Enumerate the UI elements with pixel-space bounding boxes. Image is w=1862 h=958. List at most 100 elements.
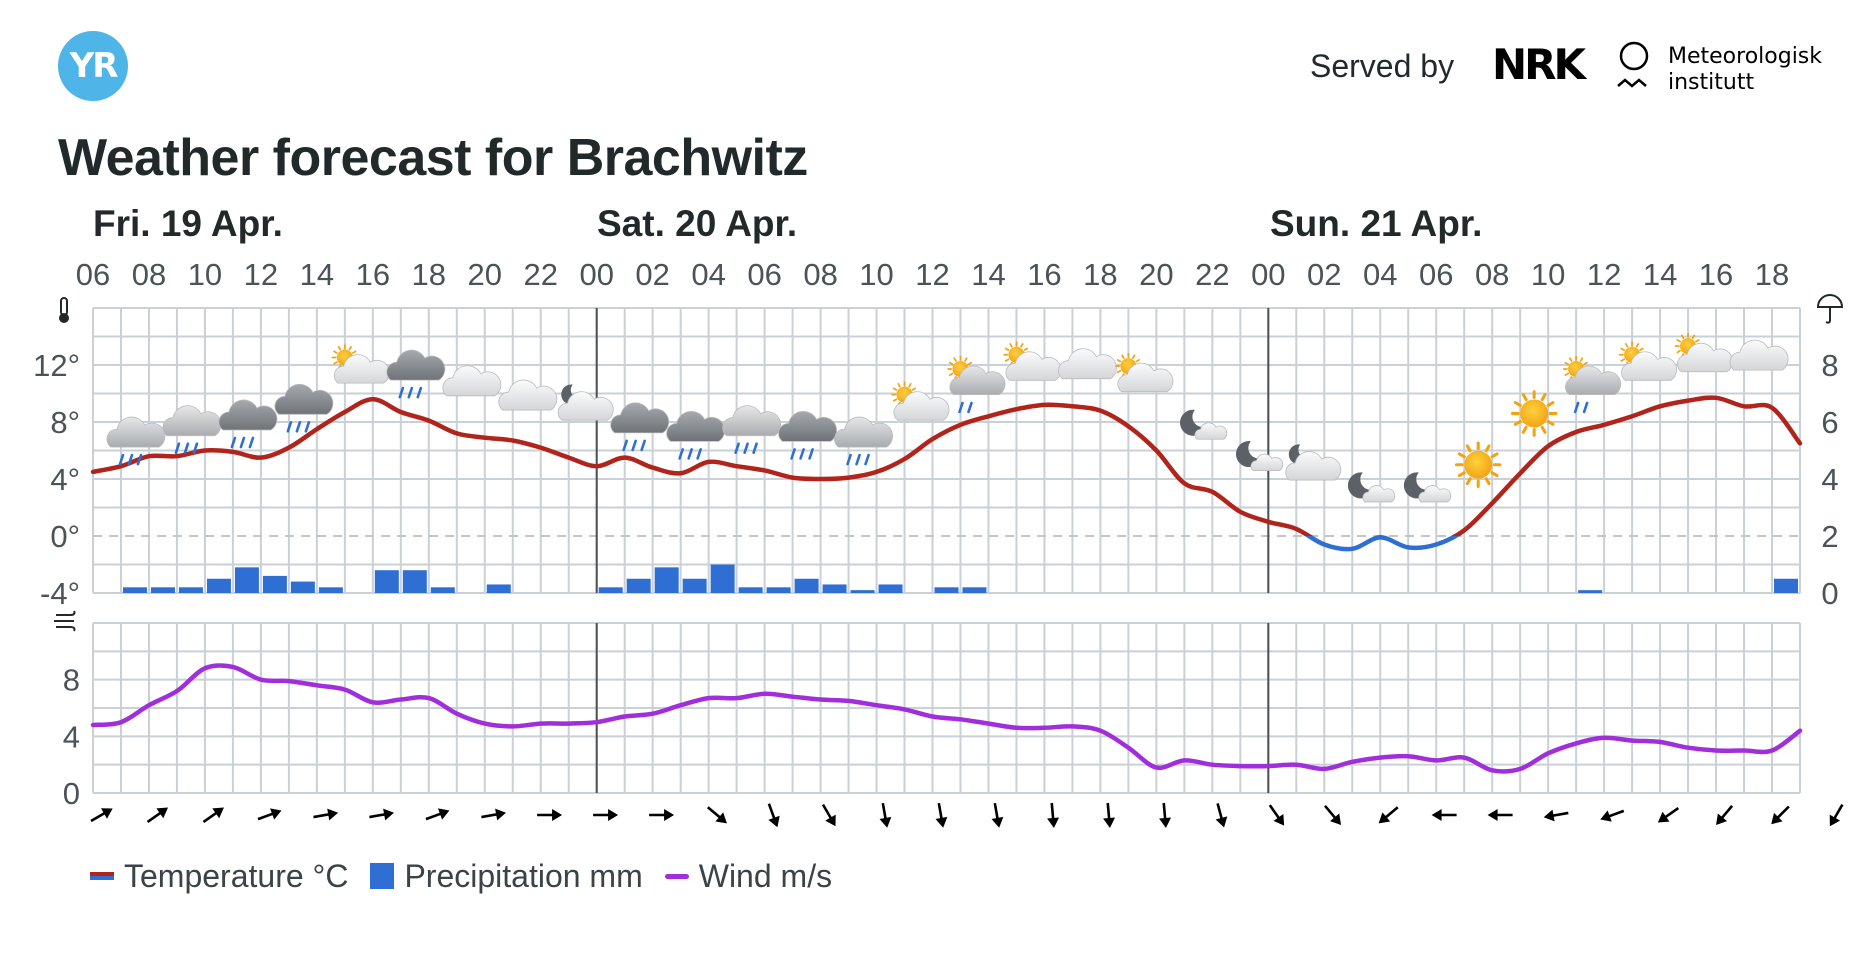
rain-drop	[799, 448, 805, 460]
legend-precipitation[interactable]: Precipitation mm	[370, 857, 643, 895]
precip-bar	[486, 584, 511, 593]
weather-icon-partly-cloudy-rain	[1562, 355, 1621, 414]
wind-arrow-icon	[369, 808, 395, 821]
wind-arrow-head	[495, 808, 507, 821]
sun-ray	[1023, 347, 1029, 351]
weather-icon-clear-night	[1179, 409, 1228, 440]
cloud-shape	[1621, 351, 1677, 381]
met-logo-icon[interactable]	[1614, 40, 1658, 96]
legend-precipitation-label: Precipitation mm	[404, 857, 643, 894]
hour-tick-label: 06	[747, 257, 781, 292]
sun-ray	[1513, 419, 1522, 426]
weather-icon-clear-night	[1403, 472, 1452, 503]
wind-arrow-head	[935, 816, 948, 828]
legend-wind[interactable]: Wind m/s	[664, 858, 832, 895]
thermometer-bulb	[59, 313, 69, 323]
precip-bar	[738, 587, 763, 593]
sun-ray	[1540, 393, 1547, 402]
cloud-shape	[1058, 348, 1117, 380]
cloud-shape	[778, 410, 837, 442]
legend-temperature[interactable]: Temperature °C	[90, 858, 348, 895]
sun-ray	[1579, 357, 1584, 362]
sun-ray	[1620, 358, 1626, 362]
wind-arrow-head	[1487, 809, 1498, 821]
rain-drop	[295, 421, 302, 433]
sun-ray	[1546, 401, 1555, 407]
sun-ray	[1639, 347, 1644, 351]
wind-arrow-head	[1330, 813, 1342, 825]
cloud-shape	[498, 379, 558, 411]
day-label: Fri. 19 Apr.	[93, 203, 283, 244]
sun-ray	[1135, 359, 1141, 363]
weather-icon-rain	[722, 405, 781, 455]
rain-drop	[118, 453, 125, 466]
hour-tick-label: 06	[1419, 257, 1453, 292]
page-title: Weather forecast for Brachwitz	[58, 129, 808, 187]
wind-arrow-head	[1771, 812, 1783, 825]
wind-arrow-head	[1103, 817, 1116, 828]
sun-ray	[1009, 343, 1013, 348]
sun-ray	[1564, 361, 1570, 366]
nrk-logo[interactable]: NRK	[1492, 40, 1586, 89]
precip-bar	[766, 587, 791, 593]
wind-arrow-icon	[146, 807, 169, 823]
wind-tick-label: 0	[63, 776, 80, 811]
wind-arrow-head	[879, 816, 892, 828]
wind-arrow-icon	[1268, 804, 1285, 826]
temp-tick-label: 0°	[50, 519, 80, 554]
wind-arrow-icon	[821, 803, 836, 827]
hour-tick-label: 08	[1475, 257, 1509, 292]
chart-legend: Temperature °C Precipitation mm Wind m/s	[90, 856, 854, 896]
wind-arrow-icon	[1323, 804, 1342, 825]
weather-icon-cloudy	[498, 379, 558, 411]
rain-drop	[407, 386, 414, 399]
rain-drop	[304, 421, 311, 433]
wind-arrow-head	[552, 809, 563, 821]
cloud-shape	[949, 365, 1006, 395]
wind-arrow-head	[664, 809, 675, 821]
sun-ray	[1521, 425, 1528, 434]
wind-tick-label: 8	[63, 663, 80, 698]
sun-ray	[351, 350, 357, 354]
weather-icon-partly-cloudy-day	[1674, 332, 1733, 373]
rain-drop	[1582, 401, 1589, 414]
wind-arrow-icon	[1716, 804, 1734, 825]
rain-drop	[855, 453, 861, 466]
weather-icon-partly-cloudy-day	[1003, 341, 1062, 381]
sun-disc	[1520, 399, 1549, 428]
cloud-shape	[666, 410, 726, 442]
met-logo-text[interactable]: Meteorologisk institutt	[1668, 44, 1822, 96]
sun-ray	[908, 382, 912, 388]
yr-logo[interactable]: YR	[58, 31, 128, 101]
sun-disc	[1464, 450, 1493, 479]
cloud-shape	[722, 405, 781, 437]
day-label: Sat. 20 Apr.	[597, 203, 797, 244]
yr-logo-text: YR	[69, 46, 119, 86]
sun-ray	[897, 382, 901, 388]
weather-icon-rain-dark	[610, 402, 670, 452]
rain-drop	[622, 439, 628, 452]
precip-bar	[626, 578, 651, 593]
legend-temperature-label: Temperature °C	[124, 857, 349, 894]
cloud-shape	[1565, 365, 1621, 395]
rain-drop	[743, 442, 749, 455]
umbrella-top	[1816, 294, 1844, 308]
precip-bar	[682, 578, 707, 593]
sun-ray	[1569, 357, 1573, 362]
weather-icon-partly-cloudy-day	[1618, 341, 1677, 381]
hour-tick-label: 20	[468, 257, 502, 292]
wind-arrow-head	[1215, 816, 1228, 828]
wind-arrow-head	[1716, 813, 1728, 825]
wind-arrow-icon	[1215, 803, 1228, 828]
rain-drop	[230, 436, 237, 449]
hour-tick-label: 02	[635, 257, 669, 292]
rain-drop	[808, 448, 814, 460]
cloud-shape	[1250, 453, 1284, 471]
hour-tick-label: 22	[1195, 257, 1229, 292]
cloud-shape	[1117, 362, 1174, 393]
sun-ray	[1546, 419, 1555, 426]
rain-drop	[136, 453, 143, 466]
rain-drop	[192, 442, 199, 455]
precip-bar	[234, 567, 259, 593]
